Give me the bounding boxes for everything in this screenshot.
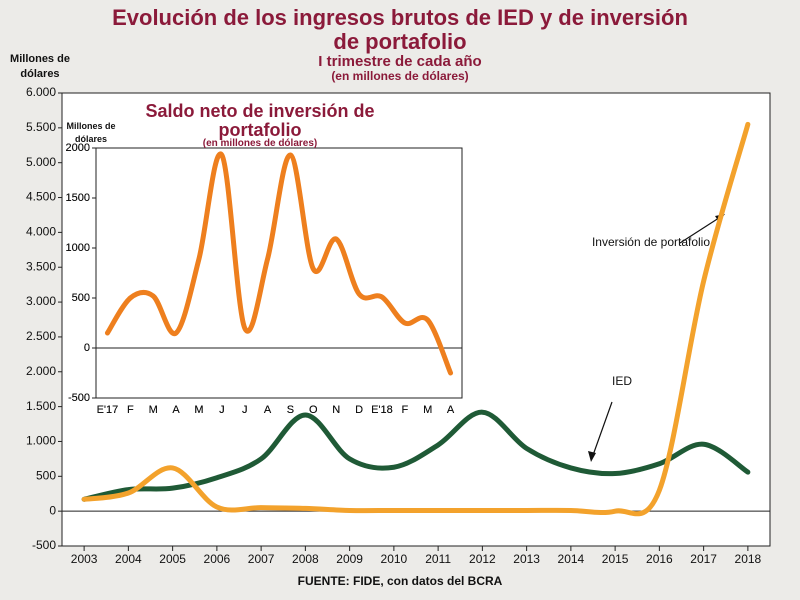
x-tick-label: A bbox=[172, 404, 180, 416]
annotation: Inversión de portafolio bbox=[592, 235, 710, 249]
x-tick-label: 2007 bbox=[248, 552, 275, 566]
x-tick-label: A bbox=[264, 404, 272, 416]
y-tick-label: -500 bbox=[68, 392, 90, 404]
x-tick-label: 2017 bbox=[690, 552, 717, 566]
x-tick-label: E'17 bbox=[97, 404, 119, 416]
y-tick-label: 500 bbox=[36, 468, 56, 482]
source: FUENTE: FIDE, con datos del BCRA bbox=[298, 574, 503, 588]
y-tick-label: 2.500 bbox=[26, 329, 56, 343]
y-tick-label: 500 bbox=[72, 292, 90, 304]
inset-title: Saldo neto de inversión de portafolio bbox=[145, 101, 375, 140]
series-line bbox=[81, 409, 751, 502]
x-tick-label: 2004 bbox=[115, 552, 142, 566]
x-tick-label: E'18 bbox=[371, 404, 393, 416]
x-tick-label: J bbox=[219, 404, 225, 416]
x-tick-label: 2008 bbox=[292, 552, 319, 566]
x-tick-label: F bbox=[401, 404, 408, 416]
x-tick-label: F bbox=[127, 404, 134, 416]
x-tick-label: N bbox=[332, 404, 340, 416]
x-tick-label: E'17 bbox=[97, 404, 119, 416]
y-tick-label: 1500 bbox=[66, 192, 90, 204]
x-tick-label: A bbox=[447, 404, 455, 416]
x-tick-label: 2009 bbox=[336, 552, 363, 566]
annotation-arrow bbox=[591, 401, 613, 459]
x-tick-label: S bbox=[287, 404, 294, 416]
x-tick-label: M bbox=[194, 404, 203, 416]
x-tick-label: A bbox=[172, 404, 180, 416]
x-tick-label: J bbox=[219, 404, 225, 416]
x-tick-label: J bbox=[242, 404, 248, 416]
y-tick-label: 4.500 bbox=[26, 190, 56, 204]
x-tick-label: 2018 bbox=[735, 552, 762, 566]
y-tick-label: 0 bbox=[49, 503, 56, 517]
x-tick-label: 2011 bbox=[425, 552, 451, 566]
inset-unit-note: (en millones de dólares) bbox=[202, 138, 318, 149]
x-tick-label: M bbox=[149, 404, 158, 416]
inset-y-axis-label: Millones de dólares bbox=[66, 121, 116, 144]
y-axis-label: Millones de dólares bbox=[10, 53, 70, 80]
y-tick-label: 5.000 bbox=[26, 155, 56, 169]
arrowhead bbox=[588, 451, 596, 462]
y-tick-label: 1.000 bbox=[26, 434, 56, 448]
y-tick-label: 3.000 bbox=[26, 294, 56, 308]
y-tick-label: 1000 bbox=[66, 242, 90, 254]
x-tick-label: F bbox=[127, 404, 134, 416]
x-tick-label: 2010 bbox=[381, 552, 408, 566]
x-tick-label: E'18 bbox=[371, 404, 393, 416]
annotation: IED bbox=[612, 374, 632, 388]
chart-subtitle: I trimestre de cada año bbox=[318, 53, 482, 70]
y-tick-label: 500 bbox=[72, 292, 90, 304]
x-tick-label: A bbox=[447, 404, 455, 416]
x-tick-label: D bbox=[355, 404, 363, 416]
y-tick-label: -500 bbox=[68, 392, 90, 404]
y-tick-label: 2.000 bbox=[26, 364, 56, 378]
y-tick-label: 1000 bbox=[66, 242, 90, 254]
y-tick-label: 0 bbox=[84, 342, 90, 354]
x-tick-label: 2014 bbox=[558, 552, 585, 566]
y-tick-label: 5.500 bbox=[26, 120, 56, 134]
series-line bbox=[81, 121, 751, 517]
y-tick-label: 6.000 bbox=[26, 85, 56, 99]
y-tick-label: 2000 bbox=[66, 142, 90, 154]
x-tick-label: M bbox=[423, 404, 432, 416]
x-tick-label: 2016 bbox=[646, 552, 673, 566]
y-tick-label: 3.500 bbox=[26, 259, 56, 273]
y-tick-label: 4.000 bbox=[26, 225, 56, 239]
unit-note: (en millones de dólares) bbox=[331, 69, 469, 83]
x-tick-label: M bbox=[149, 404, 158, 416]
x-tick-label: A bbox=[264, 404, 272, 416]
x-tick-label: 2013 bbox=[513, 552, 540, 566]
x-tick-label: N bbox=[332, 404, 340, 416]
x-tick-label: 2005 bbox=[159, 552, 186, 566]
annotation-arrow bbox=[679, 215, 723, 244]
chart-title: Evolución de los ingresos brutos de IED … bbox=[112, 5, 688, 54]
x-tick-label: F bbox=[401, 404, 408, 416]
x-tick-label: M bbox=[423, 404, 432, 416]
y-tick-label: 1.500 bbox=[26, 399, 56, 413]
x-tick-label: J bbox=[242, 404, 248, 416]
x-tick-label: 2012 bbox=[469, 552, 496, 566]
y-tick-label: 0 bbox=[84, 342, 90, 354]
y-tick-label: 1500 bbox=[66, 192, 90, 204]
x-tick-label: O bbox=[309, 404, 318, 416]
y-tick-label: -500 bbox=[32, 538, 56, 552]
x-tick-label: O bbox=[309, 404, 318, 416]
x-tick-label: 2006 bbox=[204, 552, 231, 566]
series-line bbox=[104, 151, 454, 376]
x-tick-label: 2015 bbox=[602, 552, 629, 566]
x-tick-label: M bbox=[194, 404, 203, 416]
x-tick-label: S bbox=[287, 404, 294, 416]
x-tick-label: D bbox=[355, 404, 363, 416]
x-tick-label: 2003 bbox=[71, 552, 98, 566]
y-tick-label: 2000 bbox=[66, 142, 90, 154]
